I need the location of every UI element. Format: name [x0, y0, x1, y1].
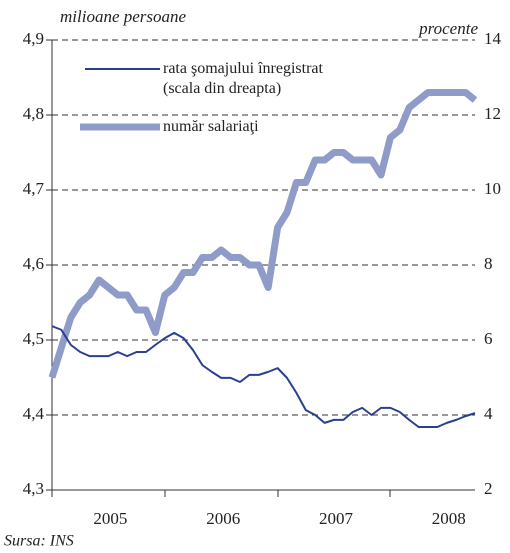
y-tick-label: 4,3 — [23, 479, 44, 498]
y2-tick-label: 2 — [484, 479, 493, 498]
x-tick-label: 2006 — [206, 509, 240, 528]
x-tick-label: 2005 — [93, 509, 127, 528]
y-tick-label: 4,8 — [23, 104, 44, 123]
source: Sursa: INS — [4, 533, 74, 550]
y2-tick-label: 12 — [484, 104, 501, 123]
y-tick-label: 4,6 — [23, 254, 44, 273]
y2-tick-label: 8 — [484, 254, 493, 273]
x-tick-label: 2008 — [432, 509, 466, 528]
x-tick-label: 2007 — [319, 509, 354, 528]
y-tick-label: 4,4 — [23, 404, 45, 423]
y-tick-label: 4,5 — [23, 329, 44, 348]
series-line — [51, 325, 476, 428]
y2-tick-label: 10 — [484, 179, 501, 198]
y2-tick-label: 6 — [484, 329, 493, 348]
legend-label: număr salariaţi — [163, 118, 259, 135]
y-tick-label: 4,9 — [23, 29, 44, 48]
y2-tick-label: 14 — [484, 29, 502, 48]
legend-label: rata şomajului înregistrat (scala din dr… — [163, 60, 323, 97]
y2-tick-label: 4 — [484, 404, 493, 423]
left-axis-label: milioane persoane — [60, 7, 187, 26]
y-tick-label: 4,7 — [23, 179, 45, 198]
right-axis-label: procente — [418, 19, 478, 38]
series-line — [48, 89, 478, 379]
